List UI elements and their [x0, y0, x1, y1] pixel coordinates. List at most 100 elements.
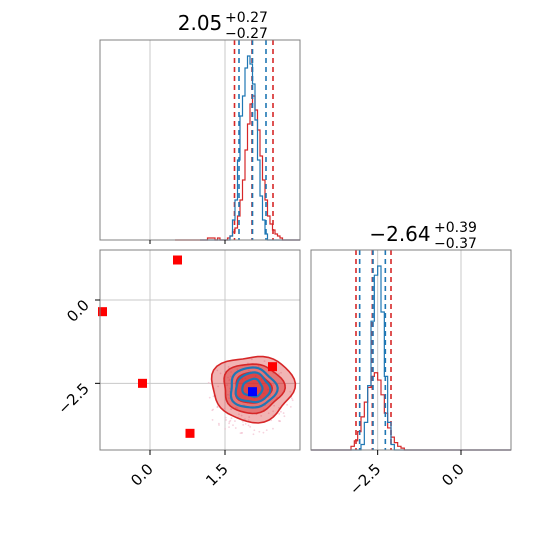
joint-sample-point: [273, 404, 276, 407]
joint-sample-point: [212, 395, 215, 398]
joint-x-tick-label: 0.0: [127, 460, 157, 490]
joint-sample-point: [289, 405, 292, 408]
joint-sample-point: [272, 384, 275, 386]
joint-sample-point: [224, 416, 227, 419]
joint-sample-point: [216, 369, 219, 372]
joint-sample-point: [265, 429, 268, 432]
param2-median: −2.64: [369, 222, 430, 246]
joint-sample-point: [240, 414, 243, 417]
joint-sample-point: [236, 368, 239, 371]
joint-sample-point: [247, 424, 250, 427]
joint-sample-point: [217, 422, 220, 425]
joint-sample-point: [219, 372, 222, 375]
joint-sample-point: [278, 413, 281, 415]
joint-sample-point: [247, 369, 250, 372]
joint-sample-point: [234, 406, 237, 409]
joint-sample-point: [252, 433, 255, 436]
joint-sample-point: [240, 432, 243, 434]
joint-marker-red: [185, 428, 195, 438]
joint-sample-point: [239, 432, 242, 435]
joint-sample-point: [267, 396, 270, 399]
param2-plus-error: +0.39: [434, 220, 477, 236]
param1-minus-error: −0.27: [225, 26, 268, 42]
joint-sample-point: [248, 416, 251, 418]
joint-sample-point: [211, 409, 214, 412]
joint-sample-point: [242, 420, 244, 423]
joint-sample-point: [289, 390, 292, 393]
joint-sample-point: [227, 366, 230, 368]
joint-sample-point: [286, 403, 288, 406]
joint-y-tick-label: −2.5: [54, 379, 92, 417]
joint-sample-point: [258, 430, 261, 433]
param1-histogram-blue: [200, 55, 300, 241]
param1-plus-error: +0.27: [225, 10, 268, 26]
joint-sample-point: [228, 397, 230, 400]
joint-sample-point: [277, 420, 280, 422]
joint-sample-point: [228, 420, 231, 423]
joint-sample-point: [225, 419, 227, 421]
joint-sample-point: [211, 419, 214, 421]
param2-histogram-blue: [311, 265, 511, 451]
joint-frame: [99, 249, 301, 451]
joint-sample-point: [291, 397, 293, 400]
joint-sample-point: [207, 381, 210, 384]
joint-sample-point: [244, 423, 247, 425]
joint-sample-point: [262, 431, 265, 434]
joint-sample-point: [227, 393, 229, 396]
joint-sample-point: [280, 371, 282, 374]
joint-sample-point: [223, 407, 226, 410]
joint-sample-point: [263, 360, 266, 363]
panel-param1-marginal: [99, 39, 301, 244]
joint-sample-point: [242, 423, 245, 426]
joint-sample-point: [234, 427, 237, 429]
joint-sample-point: [228, 387, 231, 390]
joint-sample-point: [229, 375, 232, 378]
joint-sample-point: [238, 413, 240, 416]
joint-sample-point: [230, 371, 232, 373]
joint-marker-red: [173, 255, 182, 265]
joint-sample-point: [224, 427, 226, 430]
joint-contour-blue: [241, 377, 264, 398]
joint-sample-point: [249, 425, 252, 428]
param2-x-tick-label: −2.5: [346, 460, 384, 498]
joint-sample-point: [230, 408, 233, 411]
joint-sample-point: [267, 412, 270, 415]
panel-param2-marginal: −2.5 0.0: [310, 249, 512, 499]
joint-marker-red: [98, 307, 107, 317]
joint-sample-point: [236, 407, 239, 409]
joint-contour-blue: [234, 371, 272, 404]
param2-frame: [310, 249, 512, 451]
joint-sample-point: [228, 426, 230, 429]
joint-sample-point: [272, 410, 275, 413]
param2-minus-error: −0.37: [434, 236, 477, 252]
joint-sample-point: [234, 420, 236, 422]
joint-sample-point: [226, 384, 229, 386]
joint-sample-point: [257, 365, 260, 367]
joint-marker-red: [138, 378, 147, 388]
param2-title: −2.64: [369, 222, 430, 246]
joint-sample-point: [253, 429, 256, 432]
joint-sample-point: [278, 373, 280, 375]
joint-sample-point: [227, 376, 229, 379]
joint-sample-point: [232, 424, 234, 427]
joint-sample-point: [280, 410, 282, 413]
joint-sample-point: [218, 424, 220, 426]
joint-sample-point: [228, 378, 231, 381]
param1-title: 2.05: [178, 11, 223, 35]
joint-x-tick-label: 1.5: [202, 460, 232, 490]
joint-sample-point: [282, 412, 285, 414]
joint-sample-point: [228, 422, 230, 425]
joint-y-tick-label: 0.0: [63, 296, 93, 326]
param1-median: 2.05: [178, 11, 223, 35]
joint-sample-point: [247, 419, 250, 422]
joint-sample-point: [283, 415, 286, 418]
panel-joint-2d: 0.0 1.5 −2.5 0.0: [54, 249, 301, 490]
joint-sample-point: [230, 417, 233, 420]
joint-sample-point: [244, 418, 246, 421]
joint-sample-point: [250, 358, 253, 361]
joint-sample-point: [260, 414, 263, 417]
joint-sample-point: [208, 396, 211, 399]
joint-marker-blue: [248, 387, 257, 397]
